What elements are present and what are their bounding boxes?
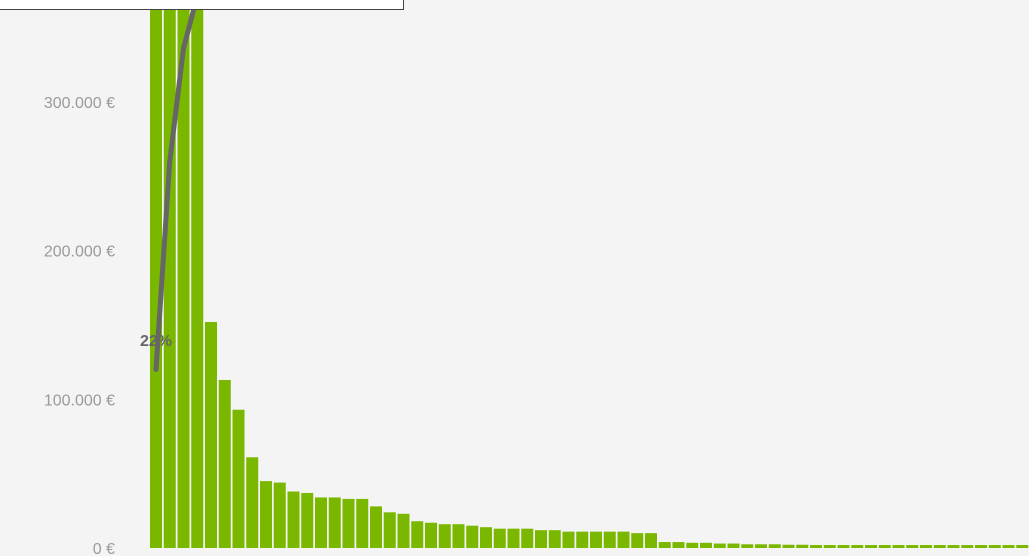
- y-tick-label: 0 €: [93, 541, 115, 556]
- bar[interactable]: [218, 379, 231, 548]
- bar[interactable]: [493, 528, 506, 548]
- bar[interactable]: [975, 545, 987, 548]
- bar[interactable]: [631, 533, 644, 548]
- bar[interactable]: [535, 530, 547, 548]
- bar[interactable]: [961, 545, 974, 548]
- bar[interactable]: [892, 545, 905, 548]
- bar[interactable]: [768, 544, 781, 548]
- bar[interactable]: [906, 545, 919, 548]
- bar[interactable]: [287, 491, 300, 548]
- tooltip-box: [0, 0, 404, 10]
- bar[interactable]: [425, 522, 437, 548]
- bar[interactable]: [658, 542, 671, 548]
- bar[interactable]: [823, 545, 836, 548]
- bar[interactable]: [342, 498, 355, 548]
- bar[interactable]: [548, 530, 561, 548]
- bar[interactable]: [328, 497, 341, 548]
- bar[interactable]: [810, 545, 822, 548]
- y-tick-label: 300.000 €: [44, 95, 115, 112]
- y-tick-label: 200.000 €: [44, 244, 115, 261]
- bar[interactable]: [700, 542, 712, 548]
- bar[interactable]: [177, 0, 190, 548]
- bar[interactable]: [603, 531, 616, 548]
- bar[interactable]: [920, 545, 932, 548]
- bar[interactable]: [521, 528, 534, 548]
- bar[interactable]: [452, 524, 465, 548]
- percent-data-label: 22%: [140, 333, 172, 350]
- bar[interactable]: [741, 544, 754, 548]
- bar[interactable]: [438, 524, 451, 548]
- bar[interactable]: [356, 498, 369, 548]
- bar-series: [150, 0, 1029, 548]
- bar[interactable]: [796, 544, 809, 548]
- bar[interactable]: [865, 545, 877, 548]
- bar[interactable]: [273, 482, 286, 548]
- bar[interactable]: [713, 543, 726, 548]
- bar[interactable]: [1016, 545, 1029, 548]
- bar[interactable]: [1002, 545, 1015, 548]
- bar[interactable]: [383, 512, 396, 548]
- bar[interactable]: [686, 542, 699, 548]
- cumulative-line[interactable]: [153, 0, 199, 373]
- bar[interactable]: [645, 533, 657, 548]
- bar[interactable]: [191, 0, 204, 548]
- bar[interactable]: [851, 545, 864, 548]
- bar[interactable]: [370, 506, 382, 548]
- bar[interactable]: [727, 543, 740, 548]
- bar[interactable]: [672, 542, 685, 548]
- bar[interactable]: [466, 525, 479, 548]
- bar[interactable]: [411, 521, 424, 548]
- annotations: 22%: [140, 333, 172, 350]
- bar[interactable]: [947, 545, 960, 548]
- bar[interactable]: [260, 481, 272, 548]
- bar[interactable]: [150, 0, 162, 548]
- bar[interactable]: [782, 544, 795, 548]
- bar[interactable]: [837, 545, 850, 548]
- bar[interactable]: [397, 513, 410, 548]
- bar[interactable]: [562, 531, 575, 548]
- bar[interactable]: [246, 457, 259, 548]
- bar[interactable]: [617, 531, 630, 548]
- bar[interactable]: [315, 497, 327, 548]
- bar[interactable]: [301, 492, 314, 548]
- bar[interactable]: [933, 545, 946, 548]
- bar[interactable]: [576, 531, 589, 548]
- bar[interactable]: [205, 321, 217, 548]
- cumulative-line-series: [153, 0, 199, 373]
- y-axis: 0 € 100.000 € 200.000 € 300.000 €: [44, 95, 115, 556]
- bar[interactable]: [232, 409, 245, 548]
- y-tick-label: 100.000 €: [44, 392, 115, 409]
- bar[interactable]: [878, 545, 891, 548]
- bar[interactable]: [590, 531, 602, 548]
- bar[interactable]: [163, 0, 176, 548]
- bar[interactable]: [988, 545, 1001, 548]
- bar[interactable]: [480, 527, 492, 548]
- bar[interactable]: [755, 544, 767, 548]
- bar[interactable]: [507, 528, 520, 548]
